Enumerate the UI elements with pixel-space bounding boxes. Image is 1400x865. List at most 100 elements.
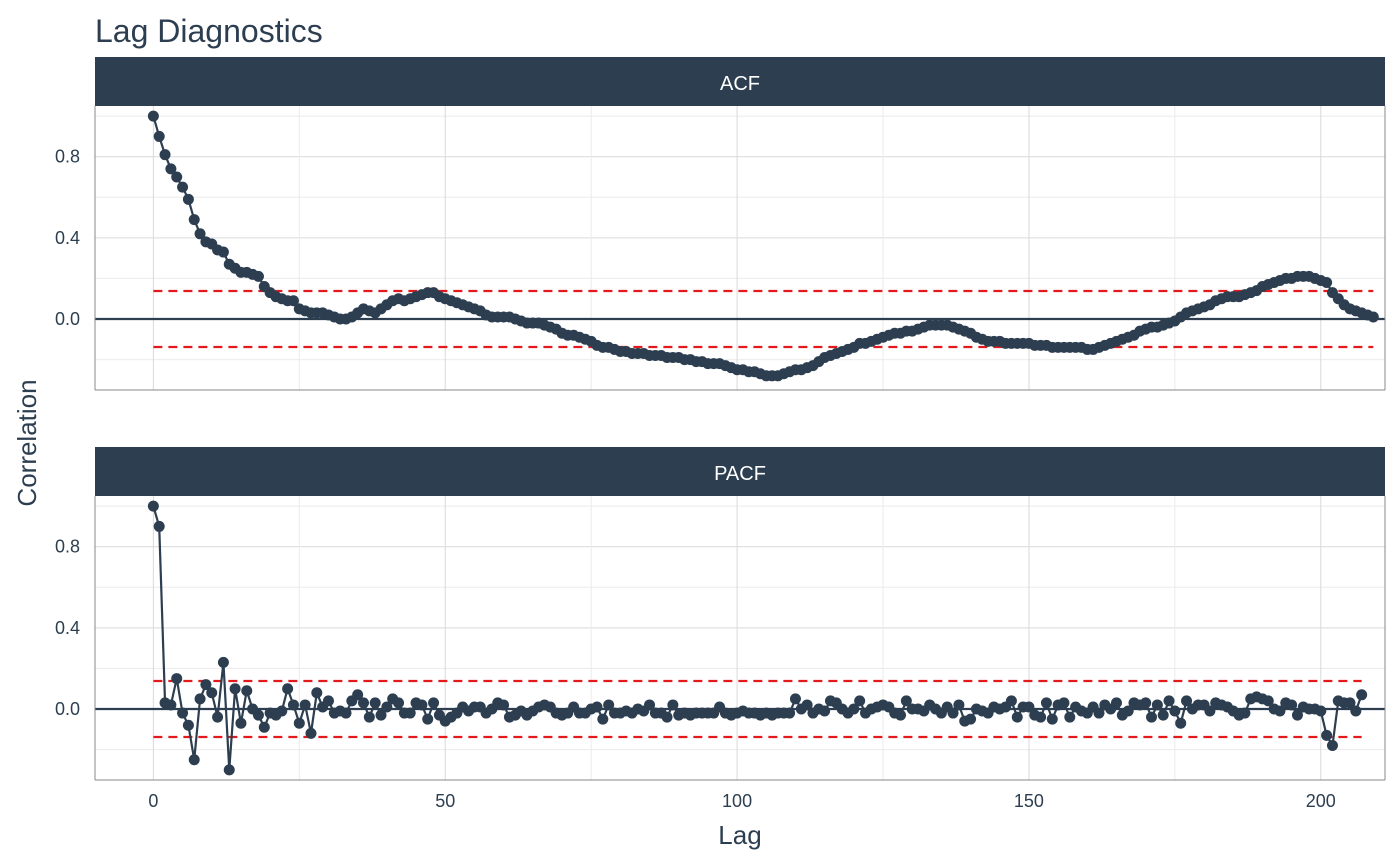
pacf-data-point xyxy=(217,656,229,668)
pacf-strip xyxy=(95,447,1385,496)
pacf-data-point xyxy=(1239,707,1251,719)
pacf-data-point xyxy=(1064,711,1076,723)
x-axis-title: Lag xyxy=(718,820,761,850)
pacf-data-point xyxy=(1204,705,1216,717)
pacf-data-point xyxy=(1291,709,1303,721)
pacf-y-ticks: 0.0 0.4 0.8 xyxy=(55,537,80,719)
pacf-data-point xyxy=(1023,701,1035,713)
pacf-data-point xyxy=(947,707,959,719)
pacf-confidence-bounds xyxy=(153,679,1362,739)
pacf-data-point xyxy=(591,701,603,713)
pacf-data-point xyxy=(1175,717,1187,729)
pacf-data-point xyxy=(1315,705,1327,717)
pacf-data-point xyxy=(1326,740,1338,752)
pacf-data-point xyxy=(340,707,352,719)
x-tick-label: 50 xyxy=(435,791,455,811)
acf-data-point xyxy=(1321,276,1333,288)
acf-data-point xyxy=(165,163,177,175)
pacf-data-point xyxy=(1046,713,1058,725)
pacf-data-point xyxy=(801,699,813,711)
pacf-data-point xyxy=(188,754,200,766)
pacf-data-point xyxy=(1344,697,1356,709)
acf-y-tick-label: 0.8 xyxy=(55,147,80,167)
pacf-data-point xyxy=(212,711,224,723)
x-tick-label: 200 xyxy=(1306,791,1336,811)
pacf-data-point xyxy=(1040,697,1052,709)
pacf-data-point xyxy=(789,693,801,705)
pacf-data-point xyxy=(293,717,305,729)
acf-data-point xyxy=(217,246,229,258)
pacf-data-point xyxy=(352,689,364,701)
acf-data-point xyxy=(252,270,264,282)
pacf-data-point xyxy=(381,701,393,713)
acf-data-point xyxy=(194,228,206,240)
pacf-data-point xyxy=(1146,711,1158,723)
pacf-data-point xyxy=(393,697,405,709)
pacf-data-point xyxy=(854,695,866,707)
pacf-series xyxy=(147,500,1368,776)
pacf-data-point xyxy=(422,713,434,725)
pacf-y-tick-label: 0.0 xyxy=(55,699,80,719)
pacf-data-point xyxy=(147,500,159,512)
pacf-data-point xyxy=(597,713,609,725)
pacf-data-point xyxy=(895,709,907,721)
pacf-data-point xyxy=(1169,705,1181,717)
pacf-data-point xyxy=(223,764,235,776)
pacf-data-point xyxy=(165,699,177,711)
x-tick-label: 0 xyxy=(148,791,158,811)
acf-data-point xyxy=(171,171,183,183)
acf-data-point xyxy=(147,110,159,122)
pacf-data-point xyxy=(661,711,673,723)
pacf-data-point xyxy=(206,687,218,699)
pacf-data-point xyxy=(311,687,323,699)
acf-data-point xyxy=(153,130,165,142)
acf-confidence-bounds xyxy=(153,289,1374,349)
chart-title: Lag Diagnostics xyxy=(95,13,323,49)
acf-series xyxy=(147,110,1379,382)
pacf-panel: PACF 0.0 0.4 0.8 xyxy=(55,447,1386,781)
acf-y-tick-label: 0.0 xyxy=(55,309,80,329)
pacf-data-point xyxy=(241,685,253,697)
pacf-data-point xyxy=(1140,697,1152,709)
pacf-data-point xyxy=(282,683,294,695)
pacf-y-tick-label: 0.8 xyxy=(55,537,80,557)
pacf-data-point xyxy=(1122,705,1134,717)
x-axis-ticks: 0 50 100 150 200 xyxy=(148,791,1335,811)
pacf-data-point xyxy=(1356,689,1368,701)
pacf-data-point xyxy=(229,683,241,695)
pacf-data-point xyxy=(416,699,428,711)
pacf-data-point xyxy=(1286,699,1298,711)
pacf-data-point xyxy=(1151,699,1163,711)
acf-data-point xyxy=(287,295,299,307)
pacf-data-point xyxy=(1163,695,1175,707)
pacf-data-point xyxy=(1058,697,1070,709)
pacf-data-point xyxy=(1093,707,1105,719)
pacf-data-point xyxy=(900,695,912,707)
acf-data-point xyxy=(182,193,194,205)
pacf-data-point xyxy=(1005,695,1017,707)
pacf-data-point xyxy=(428,697,440,709)
acf-data-point xyxy=(1367,311,1379,323)
pacf-data-point xyxy=(1274,705,1286,717)
pacf-data-point xyxy=(848,703,860,715)
pacf-data-point xyxy=(322,695,334,707)
pacf-data-point xyxy=(1321,729,1333,741)
pacf-data-point xyxy=(171,673,183,685)
pacf-data-point xyxy=(276,705,288,717)
pacf-data-point xyxy=(1350,705,1362,717)
pacf-data-point xyxy=(194,693,206,705)
pacf-gridlines xyxy=(95,496,1385,780)
pacf-data-point xyxy=(369,697,381,709)
pacf-data-point xyxy=(235,717,247,729)
acf-y-tick-label: 0.4 xyxy=(55,228,80,248)
pacf-data-point xyxy=(1110,697,1122,709)
pacf-data-point xyxy=(177,707,189,719)
acf-panel: ACF 0.0 0.4 0.8 xyxy=(55,57,1386,391)
pacf-data-point xyxy=(258,721,270,733)
pacf-data-point xyxy=(182,719,194,731)
pacf-data-point xyxy=(252,709,264,721)
pacf-data-point xyxy=(153,520,165,532)
y-axis-title: Correlation xyxy=(12,379,42,506)
